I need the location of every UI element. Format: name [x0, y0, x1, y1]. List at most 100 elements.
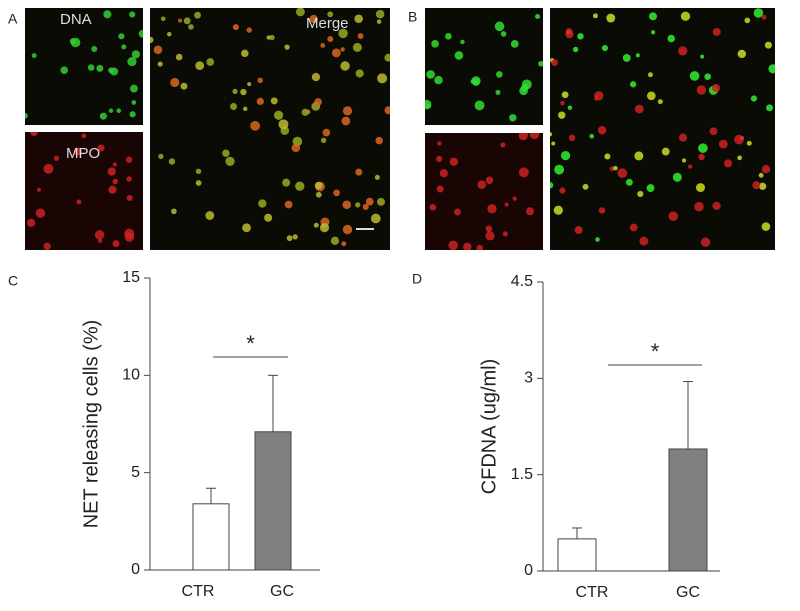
cell: [551, 59, 558, 67]
cell: [342, 106, 353, 116]
cell: [746, 140, 752, 146]
cell: [320, 137, 327, 144]
cell: [477, 180, 487, 189]
cell: [657, 99, 663, 105]
cell: [341, 241, 347, 247]
cell: [376, 19, 382, 24]
cell: [357, 33, 364, 39]
cell: [292, 234, 298, 240]
cell: [574, 226, 583, 235]
cell: [496, 71, 503, 78]
y-tick-label: 4.5: [511, 273, 533, 290]
cell: [604, 153, 611, 160]
cell: [500, 142, 506, 148]
cell: [171, 208, 177, 215]
cell: [180, 82, 188, 90]
cell: [551, 141, 556, 146]
cell: [737, 155, 742, 161]
cell: [667, 34, 675, 43]
cell: [704, 73, 712, 80]
micrograph: [25, 8, 143, 125]
cell: [436, 155, 443, 163]
cell: [553, 205, 563, 215]
cell: [124, 228, 135, 239]
cell: [761, 164, 771, 174]
cell: [550, 182, 554, 189]
cell: [694, 201, 704, 212]
cell: [700, 54, 705, 59]
cell: [431, 39, 439, 48]
cell: [460, 39, 465, 45]
micrograph: [550, 8, 775, 250]
cell: [322, 128, 331, 137]
cell: [595, 237, 600, 242]
cell: [568, 134, 576, 142]
cell: [112, 178, 119, 185]
image-label: MPO: [66, 145, 100, 162]
cell: [650, 30, 656, 35]
cell: [301, 108, 309, 116]
cell: [554, 164, 565, 175]
cell: [594, 91, 604, 101]
cell: [525, 207, 535, 216]
cell: [284, 200, 293, 209]
cell: [125, 156, 133, 163]
cell: [661, 147, 670, 156]
cell: [470, 79, 475, 84]
cell: [589, 133, 594, 139]
cell: [565, 28, 573, 35]
cell: [592, 13, 598, 19]
cell: [635, 53, 640, 58]
cell: [131, 50, 140, 59]
cell: [384, 53, 390, 62]
cell: [567, 105, 573, 110]
cell: [695, 183, 705, 193]
cell: [352, 42, 362, 52]
cell: [25, 112, 28, 119]
cell: [625, 178, 633, 186]
cell: [116, 108, 122, 114]
x-tick-label: CTR: [182, 583, 215, 600]
cell: [258, 199, 267, 208]
cell: [377, 73, 388, 84]
micrograph: [150, 8, 390, 250]
cell: [495, 89, 501, 95]
cell: [98, 238, 103, 243]
cell: [87, 64, 95, 71]
cell: [96, 64, 104, 72]
cell: [463, 242, 472, 250]
bar: [254, 431, 292, 571]
cell: [230, 103, 238, 110]
cell: [502, 231, 508, 237]
cell: [698, 153, 705, 161]
cell: [264, 213, 273, 222]
cell: [97, 144, 105, 152]
x-tick-label: GC: [676, 584, 700, 601]
cell: [454, 51, 464, 60]
cell: [734, 134, 744, 145]
cell: [648, 12, 657, 21]
significance-star: *: [651, 339, 660, 364]
cell: [629, 223, 638, 232]
cell: [94, 230, 105, 240]
cell: [560, 100, 565, 106]
cell: [157, 61, 163, 67]
cell: [43, 242, 51, 250]
cell: [758, 182, 767, 190]
cell: [35, 208, 46, 218]
cell: [439, 169, 448, 178]
cell: [634, 151, 644, 161]
cell: [112, 240, 120, 248]
cell: [284, 44, 290, 50]
cell: [130, 84, 138, 93]
cell: [681, 158, 687, 163]
cell: [320, 43, 326, 48]
cell: [342, 200, 352, 210]
cell: [183, 17, 191, 25]
cell: [518, 133, 529, 141]
cell: [282, 178, 291, 187]
cell: [678, 133, 688, 142]
cell: [168, 158, 176, 165]
cell: [243, 106, 248, 111]
cell: [241, 49, 249, 58]
